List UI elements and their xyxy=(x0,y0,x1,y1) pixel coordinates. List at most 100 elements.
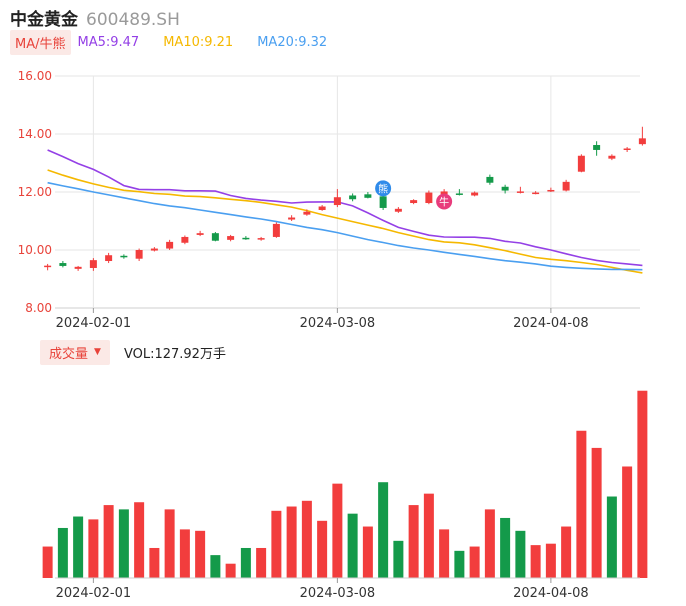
stock-name: 中金黄金 xyxy=(10,10,78,30)
candle-body xyxy=(288,217,296,220)
candle-body xyxy=(471,192,479,196)
candle-body xyxy=(196,233,204,235)
candle-body xyxy=(74,266,82,269)
ma5-legend: MA5:9.47 xyxy=(77,34,140,50)
candle xyxy=(394,207,402,213)
candle xyxy=(303,209,311,216)
candle xyxy=(455,189,463,196)
candle xyxy=(410,199,418,205)
candle xyxy=(150,247,158,252)
volume-bar xyxy=(439,529,450,578)
candle-body xyxy=(425,192,433,204)
candle-body xyxy=(120,255,128,258)
candle xyxy=(532,191,540,195)
candle-body xyxy=(105,255,113,262)
volume-bar xyxy=(118,509,129,578)
volume-bar xyxy=(591,447,602,578)
candle-body xyxy=(638,138,646,145)
volume-bar xyxy=(42,546,53,578)
volume-bar xyxy=(225,563,236,578)
marker-label: 牛 xyxy=(439,195,449,208)
candle-body xyxy=(440,191,448,195)
volume-legend: 成交量 ▼ VOL:127.92万手 xyxy=(40,339,226,365)
candle-body xyxy=(272,223,280,237)
y-tick-label: 12.00 xyxy=(18,185,52,199)
x-tick-label: 2024-03-08 xyxy=(300,586,376,601)
ma10-legend: MA10:9.21 xyxy=(163,34,234,50)
candle-body xyxy=(516,191,524,193)
candle-body xyxy=(577,155,585,172)
y-tick-label: 14.00 xyxy=(18,127,52,141)
candle-body xyxy=(211,233,219,241)
candle xyxy=(547,187,555,192)
ma5-line xyxy=(47,149,643,267)
candle-body xyxy=(166,241,174,249)
candle xyxy=(74,265,82,271)
candle-body xyxy=(150,248,158,251)
volume-bar xyxy=(179,529,190,578)
y-tick-label: 10.00 xyxy=(18,243,52,257)
volume-bar xyxy=(561,526,572,578)
ma10-line xyxy=(47,169,643,274)
candle xyxy=(257,236,265,241)
candle-body xyxy=(394,208,402,212)
y-tick-label: 16.00 xyxy=(18,69,52,83)
volume-bar xyxy=(347,513,358,578)
volume-bar xyxy=(530,545,541,578)
candle-body xyxy=(455,193,463,195)
volume-bar xyxy=(408,505,419,578)
candle-body xyxy=(410,200,418,204)
x-tick-label: 2024-04-08 xyxy=(513,316,589,331)
volume-bar xyxy=(256,547,267,578)
volume-bar xyxy=(515,530,526,578)
volume-bar xyxy=(622,466,633,578)
volume-bar xyxy=(606,496,617,578)
volume-bar xyxy=(57,527,68,578)
volume-bar xyxy=(484,509,495,578)
volume-bar xyxy=(286,506,297,578)
marker-circle xyxy=(375,180,392,197)
candle-body xyxy=(547,189,555,192)
candle-body xyxy=(135,250,143,259)
volume-bar xyxy=(454,550,465,578)
candle xyxy=(105,252,113,264)
candle xyxy=(349,193,357,202)
candle xyxy=(166,239,174,250)
candle xyxy=(501,184,509,194)
volume-bar xyxy=(469,546,480,578)
bear-marker-icon: 熊 xyxy=(375,180,392,197)
candle-body xyxy=(89,260,97,268)
volume-bar xyxy=(73,516,84,578)
candle xyxy=(227,234,235,242)
marker-circle xyxy=(436,193,453,210)
volume-bar xyxy=(271,510,282,578)
ma-toggle-button[interactable]: MA/牛熊 xyxy=(10,29,71,55)
volume-bar xyxy=(301,500,312,578)
volume-toggle-label: 成交量 xyxy=(49,346,89,362)
volume-bar xyxy=(88,519,99,578)
candle xyxy=(59,261,67,268)
volume-bar xyxy=(362,526,373,578)
candle-body xyxy=(44,265,52,268)
volume-bar xyxy=(195,530,206,578)
candle xyxy=(562,179,570,192)
marker-label: 熊 xyxy=(378,182,388,195)
candle xyxy=(181,235,189,245)
candle-body xyxy=(501,186,509,191)
price-chart[interactable]: 8.00 10.00 12.00 14.00 16.00 2024-02-01 2024-0… xyxy=(0,0,686,335)
volume-toggle-button[interactable]: 成交量 ▼ xyxy=(40,339,110,365)
stock-title: 中金黄金 600489.SH xyxy=(10,5,180,30)
candle xyxy=(120,254,128,259)
volume-bar xyxy=(149,547,160,578)
candle-body xyxy=(242,237,250,240)
candle xyxy=(379,194,387,210)
candle xyxy=(333,189,341,208)
candle xyxy=(623,147,631,152)
candle xyxy=(486,174,494,185)
volume-bar xyxy=(423,493,434,578)
candle xyxy=(425,190,433,205)
candle xyxy=(577,154,585,173)
ma20-line xyxy=(47,181,643,271)
y-tick-label: 8.00 xyxy=(25,301,52,315)
candle xyxy=(44,263,52,271)
